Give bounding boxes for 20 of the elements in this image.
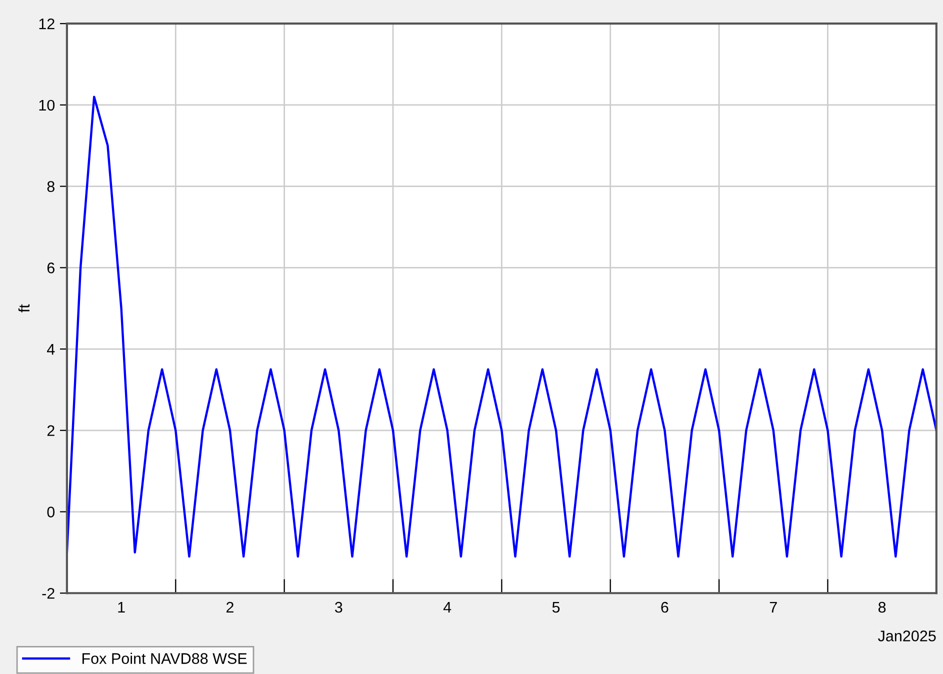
x-tick-label: 8 xyxy=(878,602,886,613)
y-tick-label: 0 xyxy=(47,506,55,518)
x-tick-label: 1 xyxy=(118,602,125,613)
x-tick-label: 3 xyxy=(334,602,342,613)
line-series xyxy=(66,96,936,558)
y-tick-label: 12 xyxy=(39,18,54,30)
y-tick-label: 10 xyxy=(39,100,55,111)
x-tick-label: 4 xyxy=(443,602,452,613)
y-tick-label: 2 xyxy=(47,425,54,436)
x-tick-label: 5 xyxy=(552,602,560,613)
y-tick-label: 6 xyxy=(47,262,54,274)
x-axis-title: Jan2025 xyxy=(878,630,936,642)
x-tick-label: 2 xyxy=(226,602,234,613)
y-axis-title: ft xyxy=(18,304,30,312)
x-tick-label: 6 xyxy=(661,602,668,613)
y-tick-label: 4 xyxy=(47,344,55,355)
y-tick-label: 8 xyxy=(47,181,54,192)
legend-label: Fox Point NAVD88 WSE xyxy=(82,652,247,664)
x-tick-label: 7 xyxy=(770,602,777,613)
y-tick-label: -2 xyxy=(42,588,54,599)
